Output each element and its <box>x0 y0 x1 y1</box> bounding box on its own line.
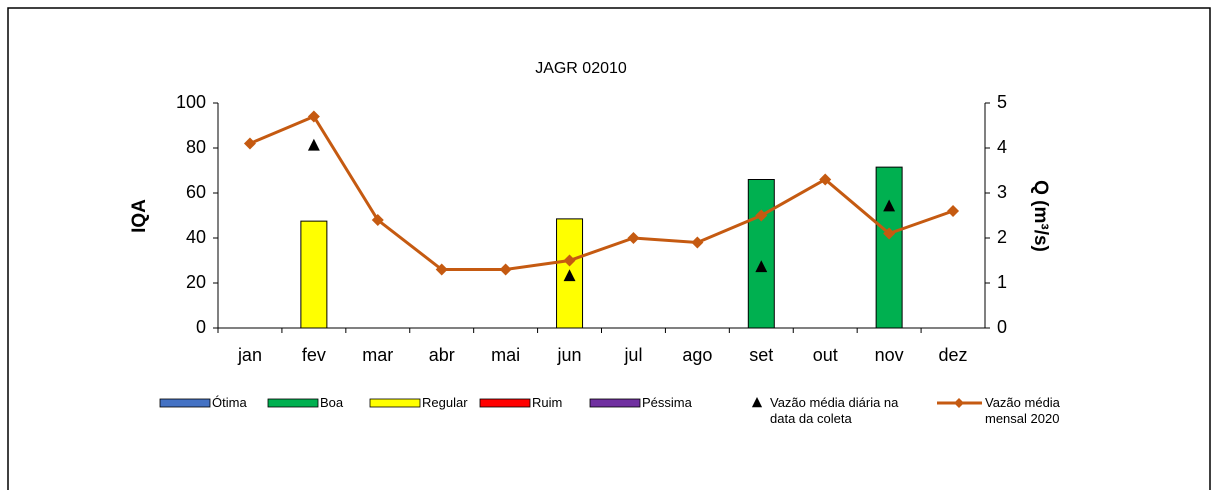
x-tick-label: fev <box>302 345 326 365</box>
y-axis-label: IQA <box>129 199 150 233</box>
diamond-marker <box>371 214 384 226</box>
legend-swatch <box>589 398 641 408</box>
legend-swatch <box>369 398 421 408</box>
bar <box>300 220 328 329</box>
line <box>249 114 954 271</box>
diamond-marker <box>307 110 320 123</box>
diamond-marker <box>819 173 832 186</box>
legend-label: Vazão média diária na data da coleta <box>770 395 899 426</box>
x-tick-label: set <box>749 345 773 365</box>
legend-label: Regular <box>422 395 468 410</box>
x-tick-label: dez <box>939 345 968 365</box>
y2-tick-label: 5 <box>997 92 1007 112</box>
legend-swatch <box>479 398 531 408</box>
x-tick-label: nov <box>875 345 904 365</box>
legend-swatch <box>751 397 763 408</box>
legend-label: Boa <box>320 395 344 410</box>
y-tick-label: 40 <box>186 227 206 247</box>
y-tick-label: 80 <box>186 137 206 157</box>
diamond-marker <box>691 236 704 249</box>
x-tick-label: jul <box>623 345 642 365</box>
legend-label: Ótima <box>212 395 247 410</box>
y2-tick-label: 4 <box>997 137 1007 157</box>
diamond-marker <box>883 227 896 240</box>
bar <box>747 179 775 329</box>
x-tick-label: out <box>813 345 838 365</box>
y-tick-label: 20 <box>186 272 206 292</box>
y2-tick-label: 0 <box>997 317 1007 337</box>
x-tick-label: mai <box>491 345 520 365</box>
triangle-marker <box>563 269 576 282</box>
x-tick-label: jun <box>557 345 582 365</box>
x-tick-label: jan <box>237 345 262 365</box>
triangle-marker <box>755 260 768 273</box>
diamond-marker <box>627 232 640 244</box>
x-tick-label: mar <box>362 345 393 365</box>
y-tick-label: 60 <box>186 182 206 202</box>
y-tick-label: 0 <box>196 317 206 337</box>
legend-swatch <box>954 398 964 408</box>
x-tick-label: abr <box>429 345 455 365</box>
diamond-marker <box>563 254 576 267</box>
y2-tick-label: 2 <box>997 227 1007 247</box>
diamond-marker <box>947 205 960 217</box>
chart-title: JAGR 02010 <box>535 60 627 77</box>
bar <box>875 166 903 329</box>
y2-tick-label: 1 <box>997 272 1007 292</box>
diamond-marker <box>755 209 768 222</box>
legend-swatch <box>159 398 211 408</box>
diamond-marker <box>435 263 448 276</box>
diamond-marker <box>243 137 256 150</box>
legend-label: Péssima <box>642 395 692 410</box>
triangle-marker <box>307 138 320 151</box>
x-tick-label: ago <box>682 345 712 365</box>
diamond-marker <box>499 263 512 276</box>
legend-label: Vazão média mensal 2020 <box>985 395 1060 426</box>
y-tick-label: 100 <box>176 92 206 112</box>
triangle-marker <box>883 199 896 212</box>
legend-swatch <box>267 398 319 408</box>
legend-label: Ruim <box>532 395 563 410</box>
y2-tick-label: 3 <box>997 182 1007 202</box>
chart-border <box>7 7 1211 490</box>
y2-axis-label: Q (m³/s) <box>1030 180 1051 252</box>
